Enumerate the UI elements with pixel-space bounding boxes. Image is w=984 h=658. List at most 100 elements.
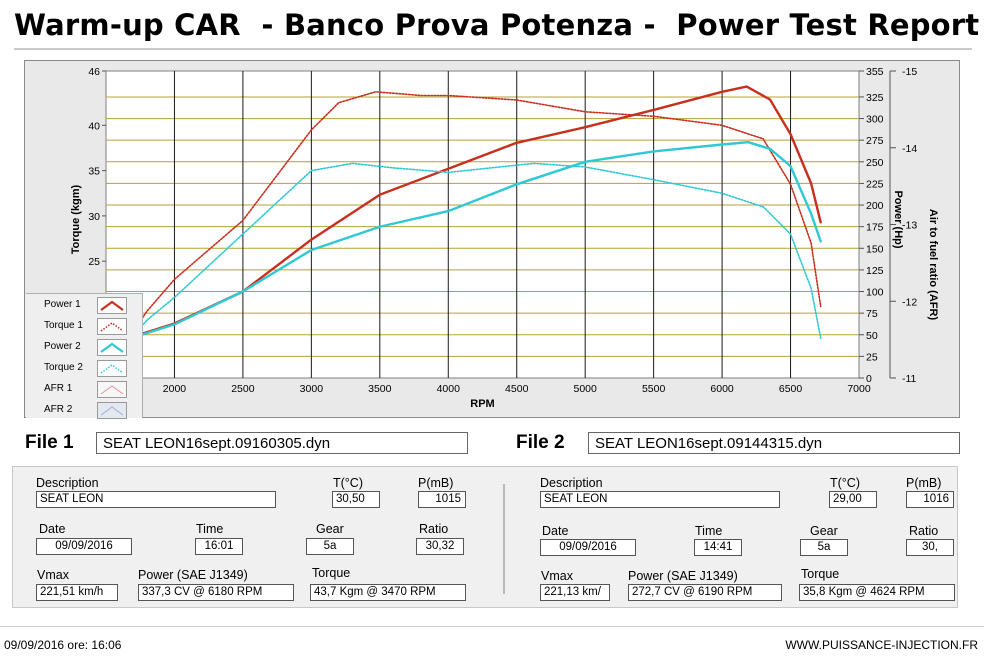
panel-divider <box>503 484 505 594</box>
afr-tick-label: -14 <box>902 143 917 155</box>
legend-item-torque-2[interactable]: Torque 2 <box>26 359 142 379</box>
y-axis-title-afr: Air to fuel ratio (AFR) <box>927 209 939 321</box>
file-2-time-field: 14:41 <box>694 539 742 556</box>
legend-label: AFR 1 <box>44 383 73 394</box>
title-divider <box>14 48 972 50</box>
file-2-date-field: 09/09/2016 <box>540 539 636 556</box>
power-tick-label: 150 <box>866 243 884 255</box>
file-2-pressure-field: 1016 <box>906 491 954 508</box>
legend-label: Power 2 <box>44 341 81 352</box>
series-line-power-1 <box>104 85 822 347</box>
legend-label: Torque 2 <box>44 362 83 373</box>
report-title: Warm-up CAR - Banco Prova Potenza - Powe… <box>14 8 980 42</box>
file-2-gear-field: 5a <box>800 539 848 556</box>
legend-item-power-2[interactable]: Power 2 <box>26 338 142 358</box>
file-2-temp-field: 29,00 <box>829 491 877 508</box>
torque-tick-label: 25 <box>88 256 100 268</box>
legend-swatch-torque-2 <box>97 360 127 377</box>
power-tick-label: 25 <box>866 351 878 363</box>
x-tick-label: 6500 <box>779 383 803 395</box>
file-2-torque-label: Torque <box>801 567 840 581</box>
x-tick-label: 2500 <box>231 383 255 395</box>
x-tick-label: 7000 <box>847 383 871 395</box>
file-1-torque-field: 43,7 Kgm @ 3470 RPM <box>310 584 466 601</box>
power-tick-label: 0 <box>866 373 872 385</box>
legend-swatch-afr-1 <box>97 381 127 398</box>
file-2-pressure-label: P(mB) <box>906 476 942 490</box>
legend-swatch-power-2 <box>97 339 127 356</box>
afr-tick-label: -12 <box>902 296 917 308</box>
legend-label: Power 1 <box>44 299 81 310</box>
x-tick-label: 6000 <box>710 383 734 395</box>
file-2-ratio-field: 30, <box>906 539 954 556</box>
torque-tick-label: 35 <box>88 166 100 178</box>
file-2-vmax-label: Vmax <box>541 569 573 583</box>
legend-item-afr-1[interactable]: AFR 1 <box>26 380 142 400</box>
footer-datetime: 09/09/2016 ore: 16:06 <box>4 638 122 652</box>
series-line-power-2 <box>104 140 822 348</box>
file-1-vmax-label: Vmax <box>37 568 69 582</box>
power-tick-label: 50 <box>866 330 878 342</box>
power-tick-label: 225 <box>866 178 884 190</box>
file-1-date-field: 09/09/2016 <box>36 538 132 555</box>
power-tick-label: 275 <box>866 135 884 147</box>
legend-item-afr-2[interactable]: AFR 2 <box>26 401 142 421</box>
series-line-torque-2 <box>107 162 822 356</box>
file-1-time-field: 16:01 <box>195 538 243 555</box>
file-2-heading: File 2 <box>516 432 565 453</box>
file-1-pressure-field: 1015 <box>418 491 466 508</box>
power-tick-label: 125 <box>866 265 884 277</box>
afr-tick-label: -13 <box>902 220 917 232</box>
file-2-time-label: Time <box>695 524 723 538</box>
torque-tick-label: 30 <box>88 211 100 223</box>
file-1-gear-label: Gear <box>316 522 344 536</box>
file-2-ratio-label: Ratio <box>909 524 939 538</box>
power-tick-label: 250 <box>866 157 884 169</box>
file-1-heading: File 1 <box>25 432 74 453</box>
plot-area <box>105 70 860 379</box>
file-1-power-field: 337,3 CV @ 6180 RPM <box>138 584 294 601</box>
footer-website[interactable]: WWW.PUISSANCE-INJECTION.FR <box>785 638 978 652</box>
x-tick-label: 5000 <box>574 383 598 395</box>
power-tick-label: 325 <box>866 92 884 104</box>
file-2-temp-label: T(°C) <box>830 476 860 490</box>
dyno-chart: 0255075100125150175200225250275300325355… <box>70 66 939 410</box>
file-1-gear-field: 5a <box>306 538 354 555</box>
file-2-torque-field: 35,8 Kgm @ 4624 RPM <box>799 584 955 601</box>
file-2-power-field: 272,7 CV @ 6190 RPM <box>628 584 782 601</box>
x-tick-label: 5500 <box>642 383 666 395</box>
file-1-vmax-field: 221,51 km/h <box>36 584 118 601</box>
x-tick-label: 3500 <box>368 383 392 395</box>
x-axis-title: RPM <box>470 398 494 410</box>
legend-item-power-1[interactable]: Power 1 <box>26 296 142 316</box>
file-1-power-label: Power (SAE J1349) <box>138 568 248 582</box>
file-1-temp-label: T(°C) <box>333 476 363 490</box>
chart-legend: Power 1 Torque 1 Power 2 Torque 2 AFR 1 … <box>26 293 143 421</box>
series-line-torque-1 <box>107 90 822 355</box>
legend-swatch-torque-1 <box>97 318 127 335</box>
file-1-ratio-label: Ratio <box>419 522 449 536</box>
legend-label: AFR 2 <box>44 404 73 415</box>
torque-tick-label: 46 <box>88 66 100 78</box>
file-1-ratio-field: 30,32 <box>416 538 464 555</box>
power-tick-label: 355 <box>866 66 884 78</box>
file-2-date-label: Date <box>542 524 569 538</box>
file-1-torque-label: Torque <box>312 566 351 580</box>
legend-label: Torque 1 <box>44 320 83 331</box>
torque-tick-label: 40 <box>88 120 100 132</box>
power-tick-label: 175 <box>866 222 884 234</box>
file-2-vmax-field: 221,13 km/ <box>540 584 610 601</box>
file-1-date-label: Date <box>39 522 66 536</box>
legend-swatch-power-1 <box>97 297 127 314</box>
file-2-filename: SEAT LEON16sept.09144315.dyn <box>588 432 960 454</box>
file-2-description-label: Description <box>540 476 603 490</box>
afr-tick-label: -15 <box>902 66 917 78</box>
legend-swatch-afr-2 <box>97 402 127 419</box>
x-tick-label: 4500 <box>505 383 529 395</box>
file-1-description-field: SEAT LEON <box>36 491 276 508</box>
legend-item-torque-1[interactable]: Torque 1 <box>26 317 142 337</box>
footer-divider <box>0 626 984 627</box>
file-1-filename: SEAT LEON16sept.09160305.dyn <box>96 432 468 454</box>
file-1-temp-field: 30,50 <box>332 491 380 508</box>
file-1-description-label: Description <box>36 476 99 490</box>
